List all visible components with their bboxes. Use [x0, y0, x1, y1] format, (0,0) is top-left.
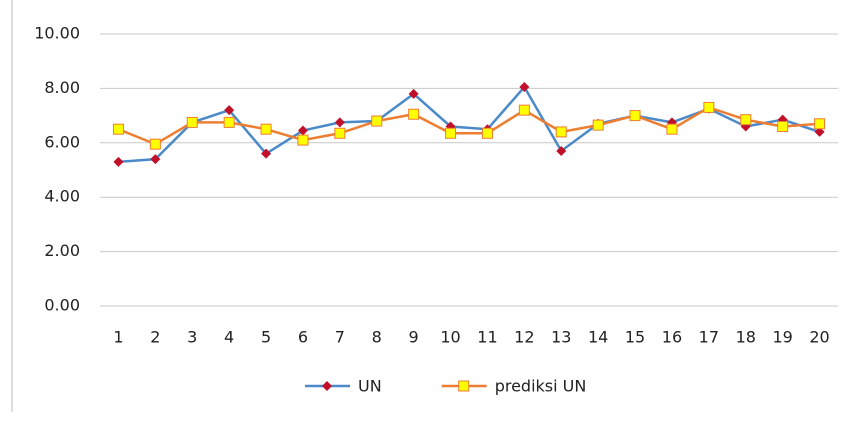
legend-marker [458, 380, 470, 392]
x-tick-label: 14 [588, 328, 608, 347]
data-point [556, 145, 567, 156]
data-point [777, 120, 789, 132]
x-tick-label: 1 [113, 328, 123, 347]
y-tick-label: 8.00 [44, 78, 80, 97]
x-tick-label: 17 [699, 328, 719, 347]
x-tick-label: 8 [372, 328, 382, 347]
x-tick-label: 6 [298, 328, 308, 347]
y-tick-label: 6.00 [44, 132, 80, 151]
x-tick-label: 16 [662, 328, 682, 347]
data-point [297, 134, 309, 146]
y-tick-label: 0.00 [44, 296, 80, 315]
data-point [740, 114, 752, 126]
data-point [297, 125, 308, 136]
legend-label: prediksi UN [495, 377, 587, 396]
x-tick-label: 10 [440, 328, 460, 347]
data-point [334, 117, 345, 128]
x-tick-label: 5 [261, 328, 271, 347]
data-point [224, 105, 235, 116]
y-tick-label: 10.00 [34, 24, 80, 43]
data-point [445, 127, 457, 139]
data-point [519, 82, 530, 93]
legend-label: UN [358, 377, 382, 396]
data-point [112, 123, 124, 135]
data-point [481, 127, 493, 139]
y-tick-label: 4.00 [44, 187, 80, 206]
x-tick-label: 7 [335, 328, 345, 347]
data-point [555, 126, 567, 138]
data-point [334, 127, 346, 139]
x-tick-label: 19 [772, 328, 792, 347]
series-line [118, 84, 820, 164]
data-point [149, 138, 161, 150]
data-point [814, 118, 826, 130]
x-tick-label: 9 [409, 328, 419, 347]
data-point [408, 88, 419, 99]
data-point [260, 123, 272, 135]
data-point [223, 116, 235, 128]
x-tick-label: 15 [625, 328, 645, 347]
data-point [629, 110, 641, 122]
data-point [518, 104, 530, 116]
y-tick-label: 2.00 [44, 241, 80, 260]
data-point [814, 126, 825, 137]
data-point [261, 148, 272, 159]
x-tick-label: 18 [736, 328, 756, 347]
data-point [408, 108, 420, 120]
x-tick-label: 13 [551, 328, 571, 347]
x-tick-label: 12 [514, 328, 534, 347]
data-point [371, 115, 383, 127]
data-point [113, 156, 124, 167]
legend-marker [322, 381, 332, 391]
x-tick-label: 20 [809, 328, 829, 347]
x-tick-label: 3 [187, 328, 197, 347]
series-line [117, 106, 820, 146]
x-tick-label: 4 [224, 328, 234, 347]
x-tick-label: 11 [477, 328, 497, 347]
data-point [703, 101, 715, 113]
x-tick-label: 2 [150, 328, 160, 347]
data-point [666, 123, 678, 135]
data-point [592, 119, 604, 131]
data-point [150, 154, 161, 165]
data-point [186, 116, 198, 128]
